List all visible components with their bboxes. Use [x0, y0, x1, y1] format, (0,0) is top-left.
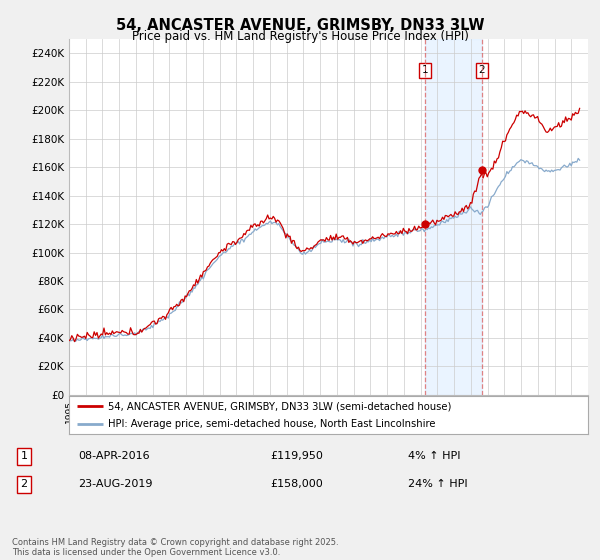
Text: 24% ↑ HPI: 24% ↑ HPI	[408, 479, 467, 489]
Text: £119,950: £119,950	[270, 451, 323, 461]
Text: 23-AUG-2019: 23-AUG-2019	[78, 479, 152, 489]
Text: 1: 1	[20, 451, 28, 461]
Text: 2: 2	[478, 66, 485, 76]
Text: 08-APR-2016: 08-APR-2016	[78, 451, 149, 461]
Text: 54, ANCASTER AVENUE, GRIMSBY, DN33 3LW: 54, ANCASTER AVENUE, GRIMSBY, DN33 3LW	[116, 18, 484, 33]
Text: £158,000: £158,000	[270, 479, 323, 489]
Text: 2: 2	[20, 479, 28, 489]
Bar	[425, 39, 482, 395]
Text: Price paid vs. HM Land Registry's House Price Index (HPI): Price paid vs. HM Land Registry's House …	[131, 30, 469, 43]
Text: Contains HM Land Registry data © Crown copyright and database right 2025.
This d: Contains HM Land Registry data © Crown c…	[12, 538, 338, 557]
Text: HPI: Average price, semi-detached house, North East Lincolnshire: HPI: Average price, semi-detached house,…	[108, 419, 436, 429]
Text: 4% ↑ HPI: 4% ↑ HPI	[408, 451, 461, 461]
Text: 54, ANCASTER AVENUE, GRIMSBY, DN33 3LW (semi-detached house): 54, ANCASTER AVENUE, GRIMSBY, DN33 3LW (…	[108, 401, 451, 411]
Text: 1: 1	[422, 66, 428, 76]
